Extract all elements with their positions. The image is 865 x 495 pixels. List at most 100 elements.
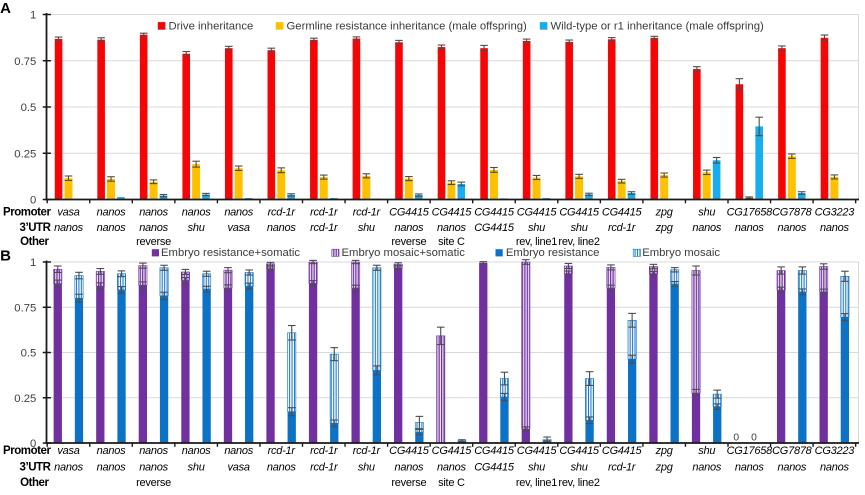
svg-text:nanos: nanos: [224, 206, 253, 218]
svg-text:vasa: vasa: [57, 206, 79, 218]
svg-text:nanos: nanos: [820, 222, 849, 234]
svg-text:Promoter: Promoter: [3, 445, 51, 457]
svg-text:CG7878: CG7878: [772, 445, 813, 457]
svg-text:reverse: reverse: [391, 236, 426, 248]
svg-text:rcd-1r: rcd-1r: [608, 222, 637, 234]
svg-text:shu: shu: [528, 222, 545, 234]
svg-text:nanos: nanos: [735, 222, 764, 234]
svg-text:nanos: nanos: [395, 222, 424, 234]
svg-text:CG4415: CG4415: [602, 206, 643, 218]
svg-text:nanos: nanos: [97, 206, 126, 218]
svg-text:nanos: nanos: [735, 462, 764, 474]
svg-text:nanos: nanos: [692, 222, 721, 234]
svg-text:CG7878: CG7878: [772, 206, 813, 218]
svg-text:zpg: zpg: [655, 462, 674, 474]
svg-text:nanos: nanos: [692, 462, 721, 474]
svg-text:nanos: nanos: [395, 462, 424, 474]
svg-text:Drive inheritance: Drive inheritance: [169, 20, 254, 32]
svg-text:rcd-1r: rcd-1r: [353, 445, 382, 457]
svg-text:shu: shu: [571, 462, 588, 474]
svg-text:0.75: 0.75: [14, 56, 36, 68]
svg-text:zpg: zpg: [655, 206, 674, 218]
svg-text:1: 1: [30, 257, 36, 269]
svg-text:CG4415: CG4415: [559, 206, 600, 218]
svg-text:shu: shu: [358, 462, 375, 474]
svg-text:vasa: vasa: [228, 462, 250, 474]
svg-text:CG17658: CG17658: [727, 206, 773, 218]
svg-text:CG4415: CG4415: [474, 222, 515, 234]
svg-text:A: A: [0, 0, 11, 17]
svg-text:nanos: nanos: [54, 222, 83, 234]
svg-text:rev, line1: rev, line1: [516, 477, 557, 489]
svg-text:Embryo mosaic+somatic: Embryo mosaic+somatic: [342, 247, 466, 259]
svg-text:zpg: zpg: [655, 445, 674, 457]
svg-text:Wild-type or r1 inheritance (m: Wild-type or r1 inheritance (male offspr…: [551, 20, 764, 32]
svg-text:CG17658: CG17658: [727, 445, 773, 457]
svg-text:rev, line2: rev, line2: [558, 236, 599, 248]
svg-text:rev, line1: rev, line1: [516, 236, 557, 248]
svg-text:1: 1: [30, 10, 36, 22]
svg-text:nanos: nanos: [777, 222, 806, 234]
svg-text:3’UTR: 3’UTR: [20, 462, 52, 474]
svg-text:rcd-1r: rcd-1r: [310, 445, 339, 457]
svg-text:rcd-1r: rcd-1r: [310, 222, 339, 234]
svg-text:CG4415: CG4415: [517, 445, 558, 457]
svg-text:3’UTR: 3’UTR: [20, 222, 52, 234]
svg-text:vasa: vasa: [57, 445, 79, 457]
svg-text:nanos: nanos: [267, 222, 296, 234]
svg-text:nanos: nanos: [437, 222, 466, 234]
svg-text:nanos: nanos: [267, 462, 296, 474]
svg-text:nanos: nanos: [777, 462, 806, 474]
svg-text:0.5: 0.5: [21, 102, 37, 114]
svg-text:nanos: nanos: [54, 462, 83, 474]
svg-text:CG4415: CG4415: [432, 206, 473, 218]
svg-text:shu: shu: [698, 206, 715, 218]
svg-text:nanos: nanos: [97, 462, 126, 474]
svg-text:shu: shu: [188, 222, 205, 234]
svg-text:Germline resistance inheritanc: Germline resistance inheritance (male of…: [287, 20, 528, 32]
svg-text:nanos: nanos: [139, 206, 168, 218]
svg-text:Other: Other: [20, 477, 49, 489]
svg-text:CG4415: CG4415: [474, 206, 515, 218]
svg-text:nanos: nanos: [182, 206, 211, 218]
svg-text:rcd-1r: rcd-1r: [268, 445, 297, 457]
svg-text:rcd-1r: rcd-1r: [608, 462, 637, 474]
svg-text:rev, line2: rev, line2: [558, 477, 599, 489]
svg-text:reverse: reverse: [136, 477, 171, 489]
svg-text:0: 0: [733, 433, 739, 444]
svg-text:rcd-1r: rcd-1r: [268, 206, 297, 218]
svg-text:CG4415: CG4415: [389, 206, 430, 218]
svg-text:0: 0: [751, 433, 757, 444]
svg-text:0.25: 0.25: [14, 393, 36, 405]
svg-text:Promoter: Promoter: [3, 206, 51, 218]
svg-text:nanos: nanos: [97, 445, 126, 457]
svg-text:zpg: zpg: [655, 222, 674, 234]
svg-text:CG3223: CG3223: [815, 206, 856, 218]
svg-text:nanos: nanos: [820, 462, 849, 474]
svg-text:shu: shu: [571, 222, 588, 234]
svg-text:CG4415: CG4415: [602, 445, 643, 457]
svg-text:B: B: [0, 247, 11, 264]
svg-text:CG4415: CG4415: [389, 445, 430, 457]
svg-text:Embryo resistance+somatic: Embryo resistance+somatic: [161, 247, 300, 259]
svg-text:rcd-1r: rcd-1r: [353, 206, 382, 218]
svg-text:rcd-1r: rcd-1r: [310, 462, 339, 474]
svg-text:site C: site C: [438, 236, 465, 248]
svg-text:nanos: nanos: [97, 222, 126, 234]
svg-text:CG3223: CG3223: [815, 445, 856, 457]
svg-text:nanos: nanos: [224, 445, 253, 457]
svg-text:reverse: reverse: [136, 236, 171, 248]
svg-text:0.25: 0.25: [14, 148, 36, 160]
svg-text:0.75: 0.75: [14, 302, 36, 314]
svg-text:nanos: nanos: [139, 222, 168, 234]
svg-text:shu: shu: [528, 462, 545, 474]
svg-text:Embryo mosaic: Embryo mosaic: [642, 247, 720, 259]
svg-text:CG4415: CG4415: [559, 445, 600, 457]
svg-text:0: 0: [30, 195, 36, 207]
svg-text:CG4415: CG4415: [432, 445, 473, 457]
svg-text:shu: shu: [698, 445, 715, 457]
svg-text:nanos: nanos: [437, 462, 466, 474]
svg-text:vasa: vasa: [228, 222, 250, 234]
svg-text:CG4415: CG4415: [517, 206, 558, 218]
svg-text:nanos: nanos: [182, 445, 211, 457]
